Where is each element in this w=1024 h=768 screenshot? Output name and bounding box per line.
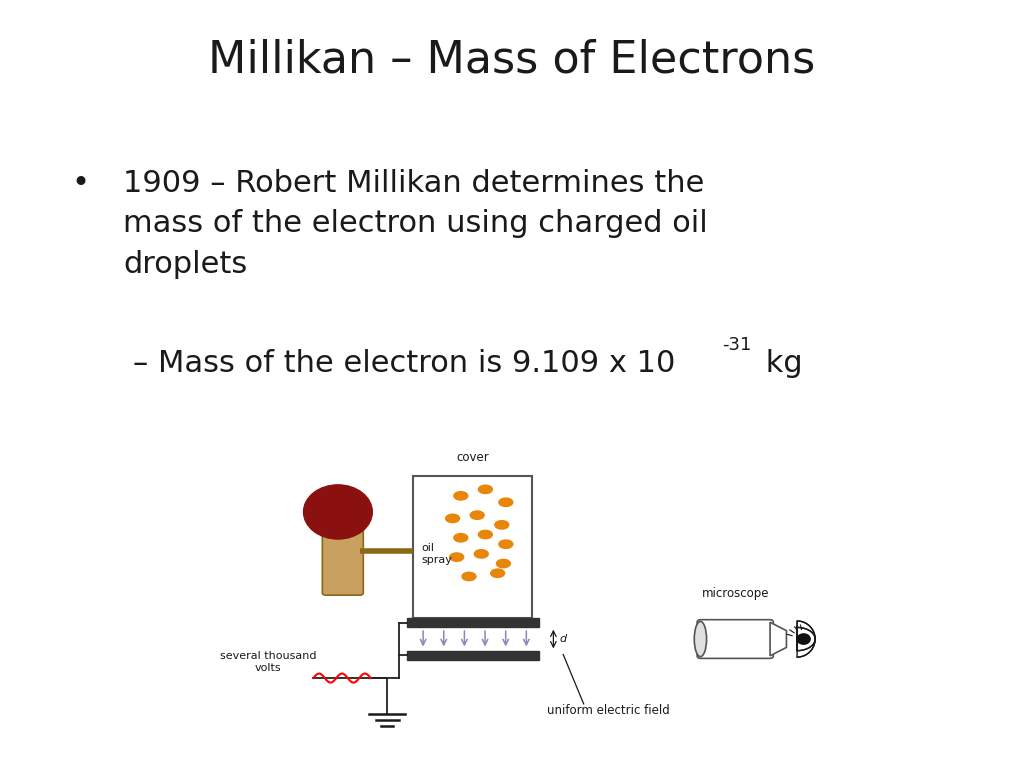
Ellipse shape (462, 572, 476, 581)
Ellipse shape (490, 569, 505, 578)
Bar (414, 476, 532, 618)
Text: – Mass of the electron is 9.109 x 10: – Mass of the electron is 9.109 x 10 (133, 349, 676, 379)
Text: several thousand
volts: several thousand volts (220, 650, 316, 673)
Ellipse shape (497, 559, 510, 568)
Ellipse shape (499, 540, 513, 548)
Text: d: d (560, 634, 567, 644)
Ellipse shape (445, 515, 460, 522)
Ellipse shape (499, 498, 513, 506)
Ellipse shape (454, 492, 468, 500)
Text: oil
spray: oil spray (422, 543, 453, 565)
Text: kg: kg (756, 349, 803, 379)
Text: microscope: microscope (701, 587, 769, 600)
Text: 1909 – Robert Millikan determines the
mass of the electron using charged oil
dro: 1909 – Robert Millikan determines the ma… (123, 169, 708, 279)
FancyBboxPatch shape (323, 528, 364, 595)
Polygon shape (797, 621, 815, 657)
Ellipse shape (450, 553, 464, 561)
Ellipse shape (470, 511, 484, 519)
Text: Millikan – Mass of Electrons: Millikan – Mass of Electrons (208, 38, 816, 81)
Bar (407, 651, 539, 660)
Text: -31: -31 (722, 336, 752, 353)
Circle shape (797, 634, 810, 644)
Ellipse shape (454, 534, 468, 542)
Ellipse shape (474, 550, 488, 558)
Ellipse shape (694, 621, 707, 657)
Polygon shape (770, 622, 786, 656)
FancyBboxPatch shape (697, 620, 773, 658)
Text: uniform electric field: uniform electric field (547, 703, 670, 717)
Ellipse shape (495, 521, 509, 529)
Circle shape (303, 485, 373, 539)
Text: •: • (72, 169, 90, 198)
Bar (407, 618, 539, 627)
Ellipse shape (478, 531, 493, 538)
Text: cover: cover (457, 451, 489, 464)
Ellipse shape (478, 485, 493, 494)
